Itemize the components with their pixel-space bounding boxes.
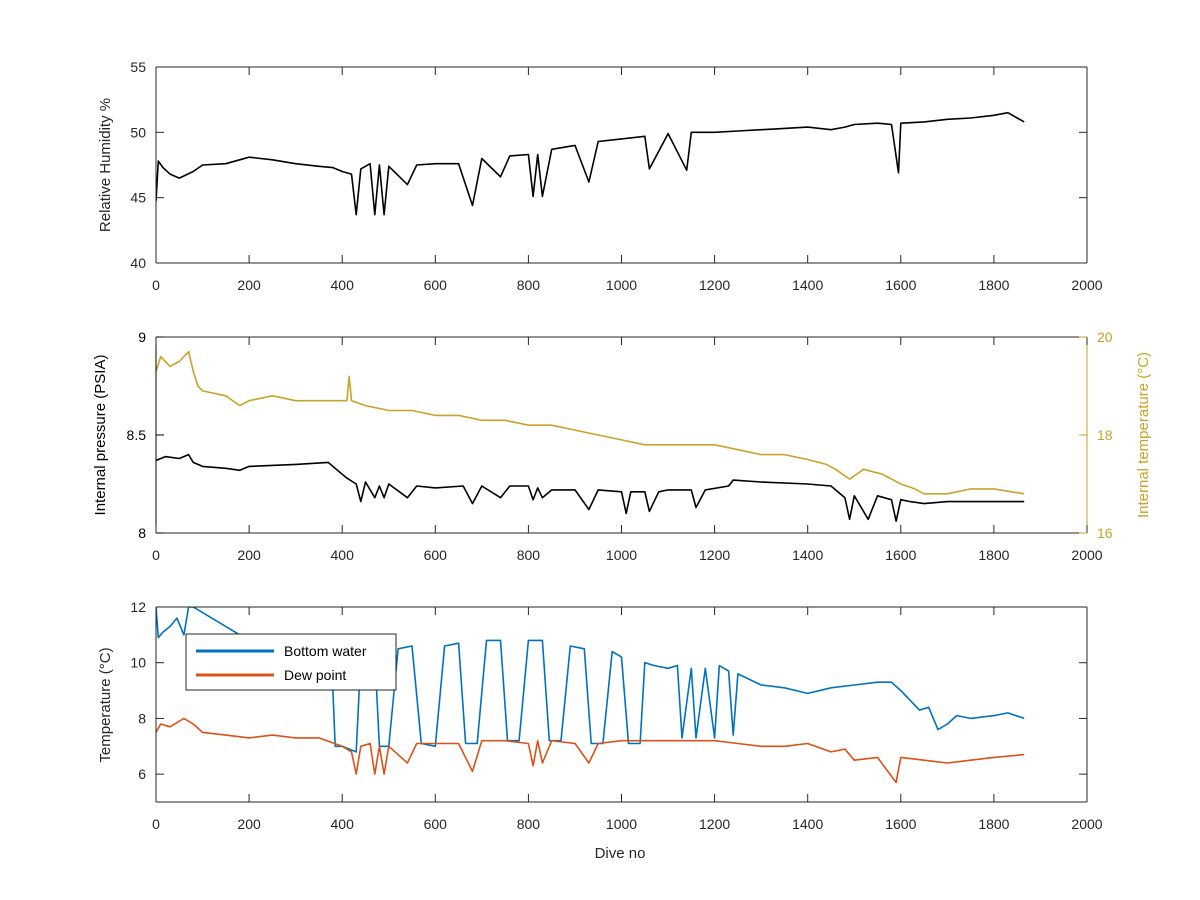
panel-1-x-tick-label: 0: [152, 547, 160, 563]
panel-0-x-tick-label: 1600: [885, 277, 916, 293]
panel-1-y2-tick-label: 18: [1097, 427, 1113, 443]
panel-2-x-tick-label: 200: [237, 816, 261, 832]
panel-1-y-tick-label: 8.5: [127, 427, 147, 443]
panel-1-x-tick-label: 200: [237, 547, 261, 563]
pressure-ylabel: Internal pressure (PSIA): [92, 355, 109, 516]
panel-0-x-tick-label: 800: [517, 277, 541, 293]
dive-no-xlabel: Dive no: [595, 845, 646, 862]
panel-2-x-tick-label: 2000: [1071, 816, 1102, 832]
temperature-ylabel: Temperature (°C): [97, 647, 114, 762]
panel-1-y-tick-label: 8: [138, 525, 146, 541]
panel-0-x-tick-label: 600: [424, 277, 448, 293]
panel-1-x-tick-label: 2000: [1071, 547, 1102, 563]
panel-1-y2-tick-label: 20: [1097, 329, 1113, 345]
legend-box: [185, 633, 397, 691]
panel-1-y2-tick-label: 16: [1097, 525, 1113, 541]
panel-0-x-tick-label: 200: [237, 277, 261, 293]
panel-2-x-tick-label: 800: [517, 816, 541, 832]
panel-0-y-tick-label: 55: [130, 59, 146, 75]
panel-1-x-tick-label: 800: [517, 547, 541, 563]
panel-1-x-tick-label: 400: [331, 547, 355, 563]
panel-1-x-tick-label: 1800: [978, 547, 1009, 563]
panel-2-dew-point-line: [156, 717, 1025, 784]
panel-0-x-tick-label: 0: [152, 277, 160, 293]
panel-2-x-tick-label: 1600: [885, 816, 916, 832]
panel-2-x-tick-label: 1200: [699, 816, 730, 832]
panel-2-x-tick-label: 1000: [606, 816, 637, 832]
panel-0-x-tick-label: 1200: [699, 277, 730, 293]
panel-0-series-0-line: [156, 111, 1025, 216]
legend: Bottom water Dew point: [185, 633, 397, 691]
legend-label-bottom-water: Bottom water: [284, 643, 367, 659]
humidity-panel: Relative Humidity % 0 200 400 600 800 1000 120…: [97, 59, 1103, 293]
panel-1-x-tick-label: 600: [424, 547, 448, 563]
panel-0-x-tick-label: 400: [331, 277, 355, 293]
panel-1-x-tick-label: 1400: [792, 547, 823, 563]
panel-0-x-tick-label: 1000: [606, 277, 637, 293]
panel-2-x-tick-label: 600: [424, 816, 448, 832]
panel-2-bottom-water-line: [156, 607, 1025, 753]
panel-2-y-tick-label: 10: [130, 655, 146, 671]
panel-0-y-tick-label: 50: [130, 124, 146, 140]
pressure-temperature-panel: Internal pressure (PSIA) Internal temper…: [92, 329, 1152, 563]
panel-2-x-tick-label: 0: [152, 816, 160, 832]
panel-2-x-tick-label: 1800: [978, 816, 1009, 832]
panel-1-series-1-line: [156, 350, 1025, 495]
panel-1-x-tick-label: 1600: [885, 547, 916, 563]
panel-2-y-tick-label: 8: [138, 710, 146, 726]
panel-0-x-tick-label: 2000: [1071, 277, 1102, 293]
temperature-panel: Temperature (°C) Dive no 0 200 400 600 800 10…: [97, 599, 1103, 862]
panel-0-y-tick-label: 45: [130, 190, 146, 206]
panel-0-x-tick-label: 1400: [792, 277, 823, 293]
panel-2-y-tick-label: 12: [130, 599, 146, 615]
panel-0-y-tick-label: 40: [130, 255, 146, 271]
humidity-ylabel: Relative Humidity %: [97, 98, 114, 232]
panel-0-x-tick-label: 1800: [978, 277, 1009, 293]
panel-2-y-tick-label: 6: [138, 766, 146, 782]
panel-1-y-tick-label: 9: [138, 329, 146, 345]
panel-2-x-tick-label: 1400: [792, 816, 823, 832]
panel-1-series-0-line: [156, 453, 1025, 522]
legend-label-dew-point: Dew point: [284, 667, 346, 683]
panel-1-x-tick-label: 1200: [699, 547, 730, 563]
internal-temperature-ylabel: Internal temperature (°C): [1135, 352, 1152, 518]
panel-1-x-tick-label: 1000: [606, 547, 637, 563]
panel-2-x-tick-label: 400: [331, 816, 355, 832]
